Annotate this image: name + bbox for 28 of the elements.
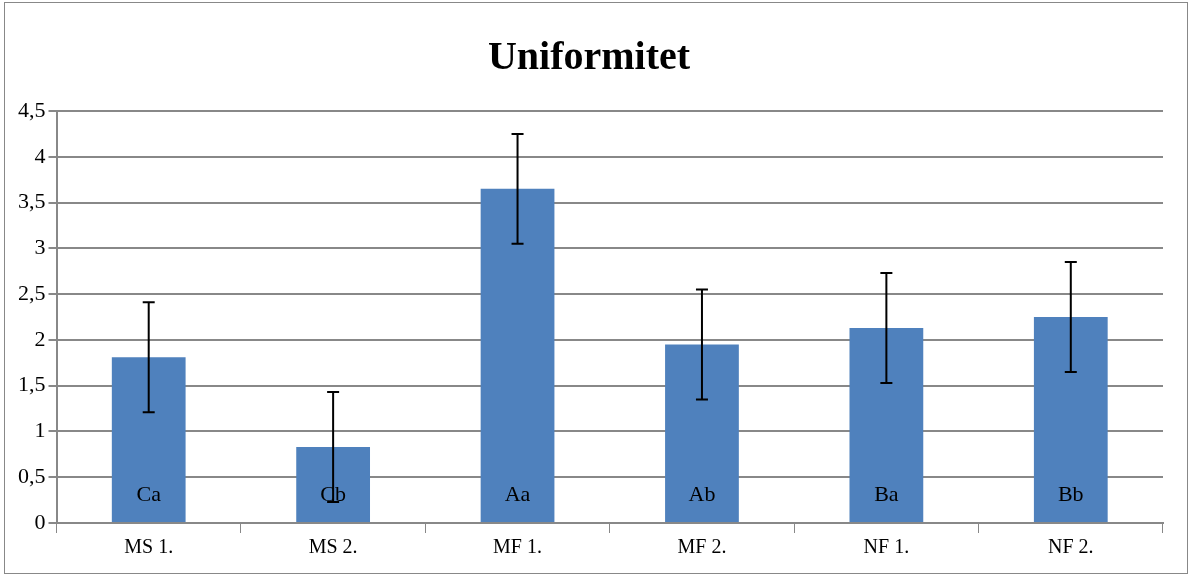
y-tick-label: 0: [34, 508, 46, 534]
y-tick-label: 4,5: [18, 96, 46, 122]
annotation: Ca: [136, 480, 162, 506]
x-tick-label: MF 2.: [677, 535, 727, 558]
y-tick-label: 3,5: [18, 188, 46, 214]
y-tick-label: 4: [34, 142, 46, 168]
bar: [111, 357, 186, 522]
chart-title: Uniformitet: [487, 33, 691, 79]
x-tick-label: NF 1.: [863, 535, 910, 558]
annotation: Ab: [688, 480, 716, 506]
annotation: Bb: [1057, 480, 1084, 506]
x-tick-label: MF 1.: [493, 535, 542, 558]
y-tick-label: 3: [34, 234, 46, 260]
y-tick-label: 2,5: [18, 279, 46, 305]
bar: [480, 188, 555, 522]
y-tick-label: 1: [34, 417, 46, 443]
bar: [296, 447, 371, 522]
x-tick-label: MS 1.: [124, 535, 174, 558]
bar: [665, 344, 739, 522]
annotation: Ba: [874, 480, 899, 506]
y-tick-label: 0,5: [18, 463, 46, 488]
bar: [1033, 317, 1108, 522]
x-tick-label: NF 2.: [1048, 535, 1094, 558]
annotation: Aa: [504, 480, 531, 506]
x-tick-label: MS 2.: [308, 535, 358, 558]
y-tick-label: 2: [34, 325, 46, 351]
y-tick-label: 1,5: [18, 371, 46, 397]
bar: [849, 327, 924, 522]
